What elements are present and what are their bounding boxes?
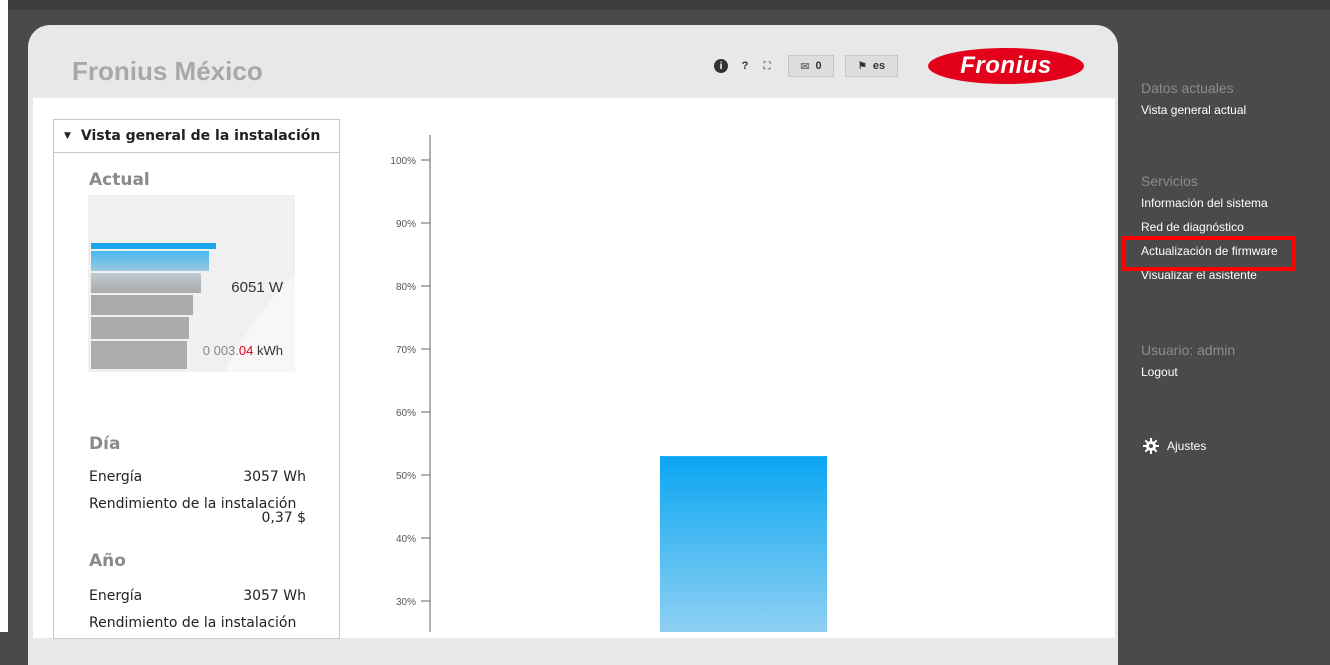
- nav-visualizar-asistente[interactable]: Visualizar el asistente: [1141, 268, 1257, 282]
- fronius-logo: Fronius: [928, 48, 1084, 84]
- nav-usuario: Usuario: admin Logout: [1141, 342, 1235, 384]
- y-tick-label: 50%: [396, 471, 416, 482]
- installation-overview-header[interactable]: ▼ Vista general de la instalación: [54, 120, 339, 153]
- ano-energy-value: 3057 Wh: [243, 588, 306, 604]
- dia-energy-label: Energía: [89, 469, 143, 485]
- gauge-bar-4: [91, 295, 193, 315]
- gear-icon: [1143, 438, 1159, 454]
- meter-digits: 0 003.: [202, 343, 239, 358]
- power-gauge: 6051 W 0 003.04 kWh: [88, 195, 295, 372]
- language-code: es: [872, 60, 886, 72]
- envelope-icon: ✉: [800, 60, 810, 73]
- power-chart: 100% 90% 80% 70% 60% 50% 40% 30%: [390, 135, 827, 632]
- help-icon: ?: [741, 60, 749, 72]
- y-tick-label: 100%: [390, 156, 416, 167]
- nav-logout[interactable]: Logout: [1141, 365, 1178, 379]
- gauge-bar-5: [91, 317, 189, 339]
- y-tick-label: 70%: [396, 345, 416, 356]
- y-tick-label: 80%: [396, 282, 416, 293]
- energy-meter: 0 003.04 kWh: [203, 343, 283, 358]
- messages-toolbar: ✉ 0: [788, 55, 834, 77]
- dia-heading: Día: [89, 434, 121, 454]
- meter-decimal: 04: [238, 343, 254, 358]
- nav-actualizacion-firmware[interactable]: Actualización de firmware: [1141, 244, 1278, 258]
- nav-usuario-heading: Usuario: admin: [1141, 342, 1236, 358]
- collapse-triangle-icon: ▼: [64, 131, 71, 141]
- firmware-highlight-box: [1121, 236, 1296, 271]
- language-button[interactable]: ⚑ es: [845, 55, 898, 77]
- gauge-bar-3: [91, 273, 201, 293]
- nav-servicios-heading: Servicios: [1141, 173, 1198, 189]
- language-toolbar: ⚑ es: [845, 55, 898, 77]
- fullscreen-icon: ⛶: [763, 60, 771, 72]
- y-axis-ticks: 100% 90% 80% 70% 60% 50% 40% 30%: [390, 156, 430, 608]
- dia-energy-value: 3057 Wh: [243, 469, 306, 485]
- actual-heading: Actual: [89, 170, 150, 190]
- nav-datos-actuales: Datos actuales Vista general actual: [1141, 80, 1246, 122]
- settings-label: Ajustes: [1167, 439, 1207, 453]
- gauge-bar-6: [91, 341, 187, 369]
- messages-button[interactable]: ✉ 0: [788, 55, 834, 77]
- fullscreen-button[interactable]: ⛶: [758, 55, 776, 77]
- settings-link[interactable]: Ajustes: [1143, 438, 1206, 454]
- flag-icon: ⚑: [857, 60, 867, 72]
- nav-servicios: Servicios Información del sistema Red de…: [1141, 173, 1278, 287]
- meter-unit: kWh: [253, 343, 283, 358]
- help-button[interactable]: ?: [736, 55, 754, 77]
- help-toolbar: i ? ⛶: [710, 55, 776, 77]
- dia-yield-label: Rendimiento de la instalación: [89, 496, 297, 512]
- window-top-bar: [0, 0, 1330, 10]
- y-tick-label: 40%: [396, 534, 416, 545]
- gauge-bar-1: [91, 243, 216, 249]
- gauge-bar-2: [91, 251, 209, 271]
- nav-informacion-sistema[interactable]: Información del sistema: [1141, 196, 1268, 210]
- ano-yield-label: Rendimiento de la instalación: [89, 615, 297, 631]
- ano-energy-label: Energía: [89, 588, 143, 604]
- logo-text: Fronius: [960, 52, 1052, 79]
- nav-datos-heading: Datos actuales: [1141, 80, 1234, 96]
- info-icon: i: [714, 59, 728, 73]
- info-button[interactable]: i: [710, 55, 732, 77]
- messages-count: 0: [815, 60, 822, 72]
- nav-red-diagnostico[interactable]: Red de diagnóstico: [1141, 220, 1244, 234]
- page-title: Fronius México: [72, 56, 263, 86]
- chart-bar: [660, 456, 827, 632]
- y-tick-label: 90%: [396, 219, 416, 230]
- current-power: 6051 W: [231, 279, 283, 296]
- left-edge-strip: [0, 0, 8, 632]
- installation-overview-title: Vista general de la instalación: [80, 128, 321, 144]
- nav-vista-general-actual[interactable]: Vista general actual: [1141, 103, 1247, 117]
- y-tick-label: 30%: [396, 597, 416, 608]
- ano-heading: Año: [89, 551, 126, 571]
- y-tick-label: 60%: [396, 408, 416, 419]
- dia-yield-value: 0,37 $: [261, 510, 306, 526]
